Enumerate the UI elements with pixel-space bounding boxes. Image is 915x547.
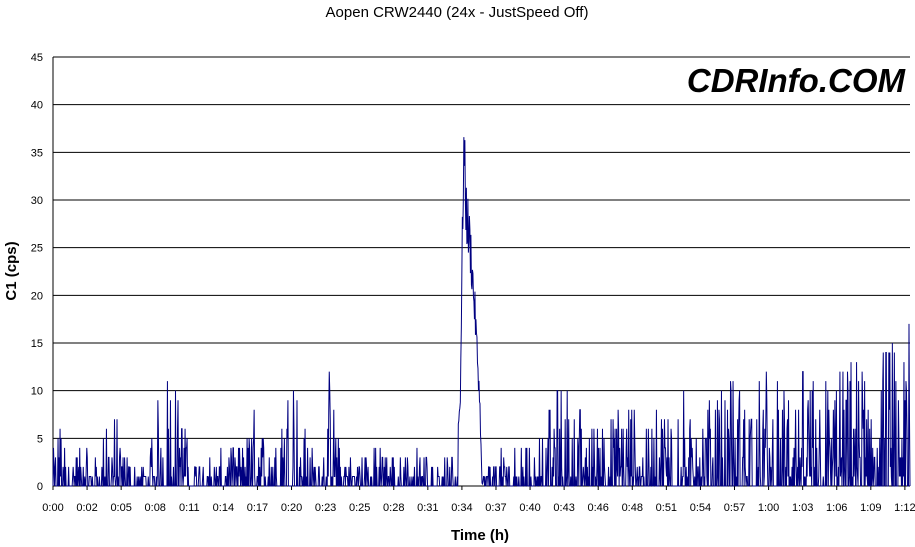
x-tick-label: 1:09 — [860, 502, 881, 514]
x-tick-label: 0:20 — [281, 502, 302, 514]
y-tick-labels: 0 5 10 15 20 25 30 35 40 45 — [31, 52, 43, 493]
chart-title: Aopen CRW2440 (24x - JustSpeed Off) — [326, 4, 589, 21]
axes — [52, 57, 910, 490]
y-tick-label: 40 — [31, 100, 43, 112]
x-tick-label: 0:08 — [145, 502, 166, 514]
x-tick-label: 0:11 — [179, 502, 200, 514]
y-tick-label: 5 — [37, 433, 43, 445]
x-tick-label: 0:25 — [349, 502, 370, 514]
y-tick-label: 25 — [31, 243, 43, 255]
x-tick-label: 0:51 — [656, 502, 677, 514]
series-group — [52, 137, 911, 487]
y-tick-label: 35 — [31, 147, 43, 159]
y-tick-label: 10 — [31, 386, 43, 398]
x-axis-title: Time (h) — [451, 527, 509, 544]
x-tick-label: 0:34 — [451, 502, 472, 514]
y-axis-title: C1 (cps) — [3, 241, 20, 300]
x-tick-label: 0:00 — [42, 502, 63, 514]
x-tick-label: 1:06 — [826, 502, 847, 514]
y-tick-label: 15 — [31, 338, 43, 350]
y-tick-label: 45 — [31, 52, 43, 64]
x-tick-label: 0:28 — [383, 502, 404, 514]
x-tick-label: 0:17 — [247, 502, 268, 514]
y-tick-label: 20 — [31, 290, 43, 302]
series-line — [52, 137, 911, 487]
x-tick-label: 0:14 — [213, 502, 234, 514]
x-tick-label: 0:37 — [485, 502, 506, 514]
watermark-text: CDRInfo.COM — [687, 62, 907, 99]
x-tick-labels: 0:00 0:02 0:05 0:08 0:11 0:14 0:17 0:20 0:23 0:25… — [42, 502, 915, 514]
x-tick-label: 0:23 — [315, 502, 336, 514]
gridlines — [53, 56, 910, 487]
x-tick-label: 0:02 — [76, 502, 97, 514]
x-tick-label: 0:57 — [724, 502, 745, 514]
x-tick-label: 0:46 — [587, 502, 608, 514]
x-tick-label: 1:03 — [792, 502, 813, 514]
x-tick-label: 0:40 — [519, 502, 540, 514]
x-tick-label: 0:54 — [690, 502, 711, 514]
x-tick-label: 1:00 — [758, 502, 779, 514]
x-tick-label: 0:43 — [553, 502, 574, 514]
y-tick-label: 30 — [31, 195, 43, 207]
x-tick-label: 0:48 — [622, 502, 643, 514]
x-tick-label: 0:05 — [110, 502, 131, 514]
y-tick-label: 0 — [37, 481, 43, 493]
x-tick-label: 0:31 — [417, 502, 438, 514]
x-tick-label: 1:12 — [894, 502, 915, 514]
